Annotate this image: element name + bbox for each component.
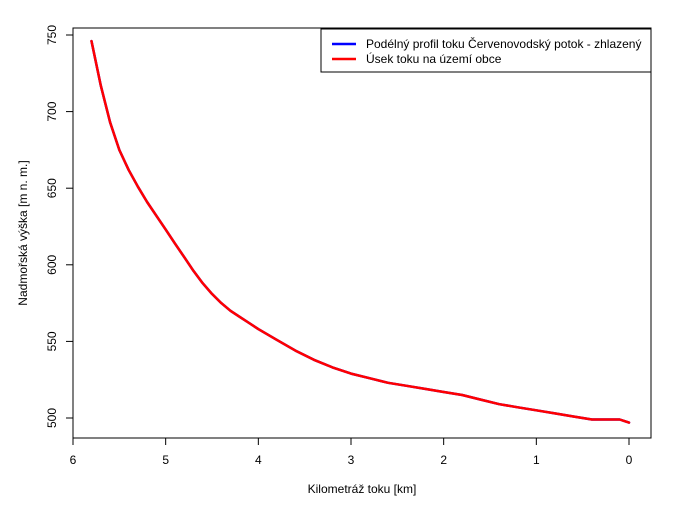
series-layer [90,39,631,424]
x-tick-label: 0 [626,453,633,467]
x-axis: 6 5 4 3 2 1 0 [70,437,633,467]
y-tick-label: 650 [45,178,59,198]
x-tick-label: 6 [70,453,77,467]
series-line-smoothed [90,39,631,424]
legend-label-municipality: Úsek toku na území obce [366,51,502,66]
y-tick-label: 550 [45,331,59,351]
legend: Podélný profil toku Červenovodský potok … [320,28,652,73]
x-tick-label: 5 [162,453,169,467]
x-tick-label: 2 [440,453,447,467]
y-tick-label: 700 [45,101,59,121]
x-tick-label: 1 [533,453,540,467]
y-tick-label: 750 [45,25,59,45]
y-tick-label: 500 [45,408,59,428]
y-axis: 500 550 600 650 700 750 [45,25,74,428]
x-axis-label: Kilometráž toku [km] [308,482,417,496]
legend-box [320,28,652,73]
x-tick-label: 4 [255,453,262,467]
series-line-municipality [90,39,631,424]
legend-label-smoothed: Podélný profil toku Červenovodský potok … [366,36,641,51]
x-tick-label: 3 [348,453,355,467]
y-axis-label: Nadmořská výška [m n. m.] [16,160,30,305]
y-tick-label: 600 [45,254,59,274]
